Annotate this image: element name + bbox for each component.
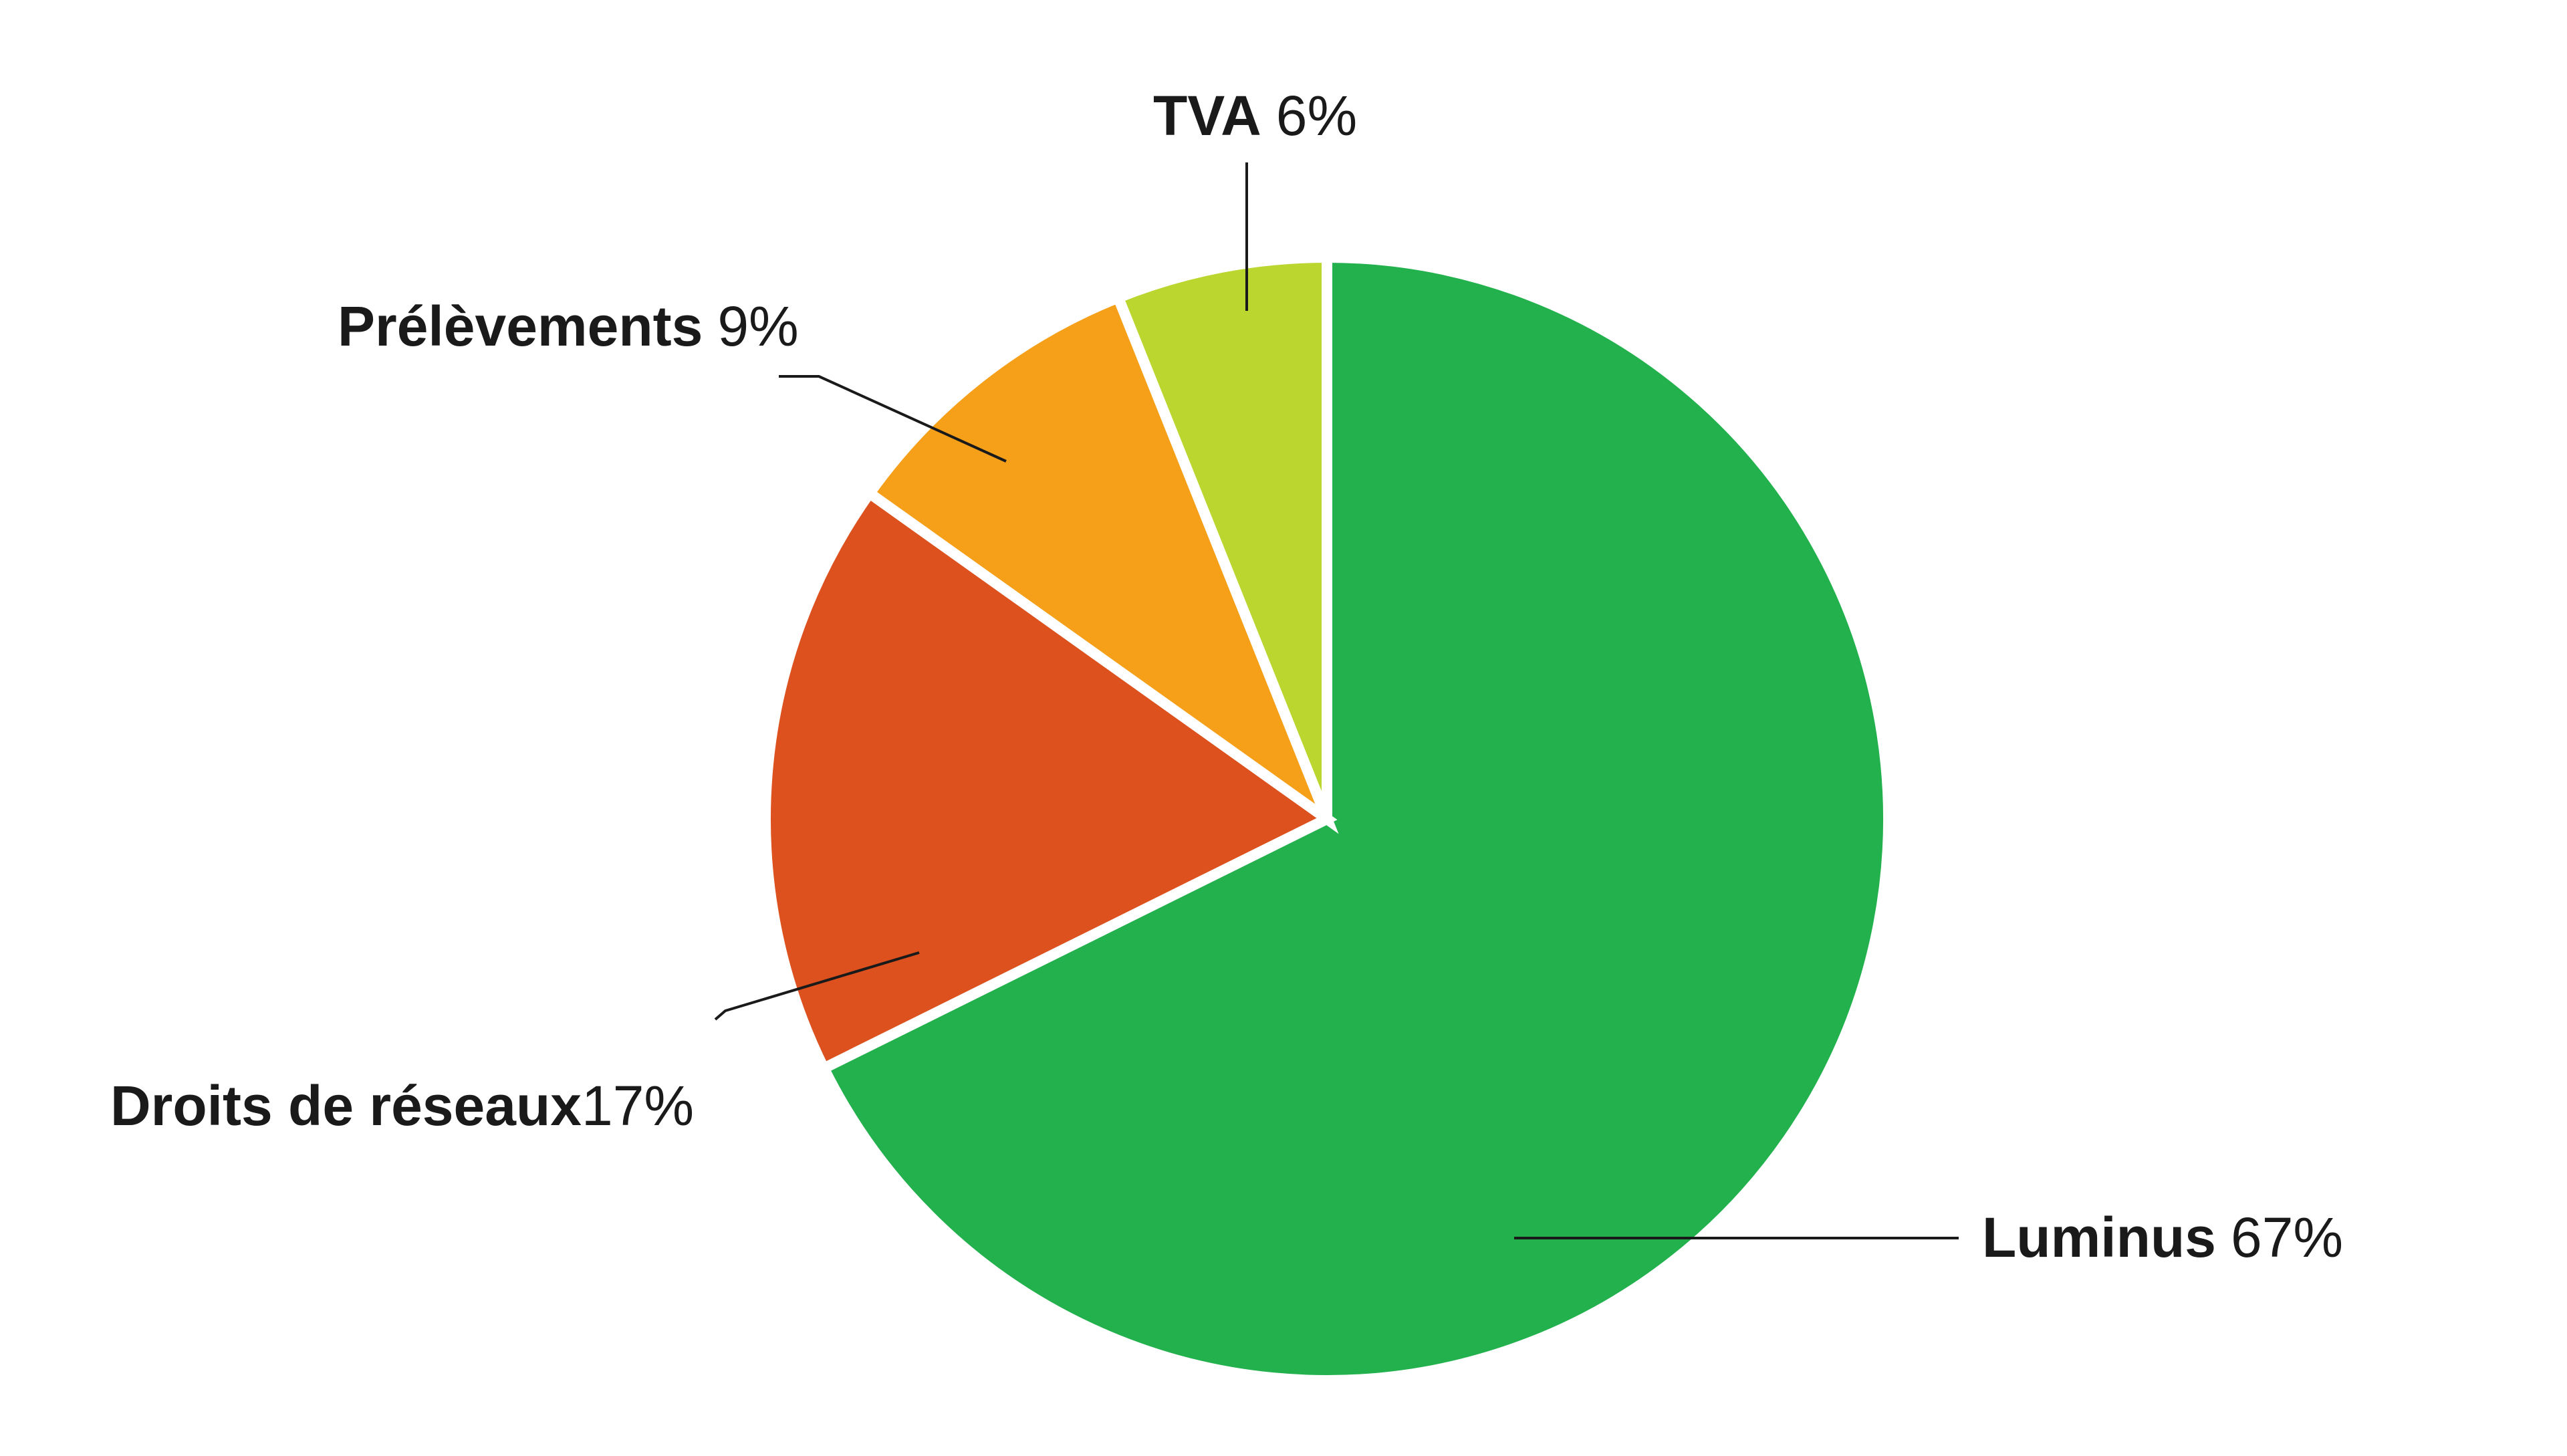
label-luminus: Luminus 67% (1982, 1206, 2343, 1269)
label-droits-de-reseaux-value: 17% (582, 1074, 694, 1137)
label-luminus-name: Luminus (1982, 1206, 2216, 1269)
leader-lines (714, 162, 1959, 1239)
pie-slice-tva (1111, 251, 1332, 821)
label-prelevements-name: Prélèvements (338, 295, 703, 358)
label-prelevements-value: 9% (717, 295, 798, 358)
pie-slices (760, 251, 1894, 1386)
pie-slice-luminus (816, 251, 1894, 1386)
label-droits-de-reseaux-name: Droits de réseaux (110, 1074, 582, 1137)
leader-line-droits (714, 951, 920, 1021)
label-tva-name: TVA (1153, 84, 1261, 147)
leader-line-prelevements (779, 375, 1007, 463)
label-prelevements: Prélèvements 9% (338, 295, 799, 358)
label-droits-de-reseaux: Droits de réseaux17% (110, 1074, 694, 1137)
label-tva: TVA 6% (1153, 84, 1357, 147)
pie-slice-droits-de-reseaux (760, 485, 1338, 1076)
label-luminus-value: 67% (2231, 1206, 2343, 1269)
pie-slice-prelevements (862, 290, 1339, 834)
label-tva-value: 6% (1276, 84, 1357, 147)
